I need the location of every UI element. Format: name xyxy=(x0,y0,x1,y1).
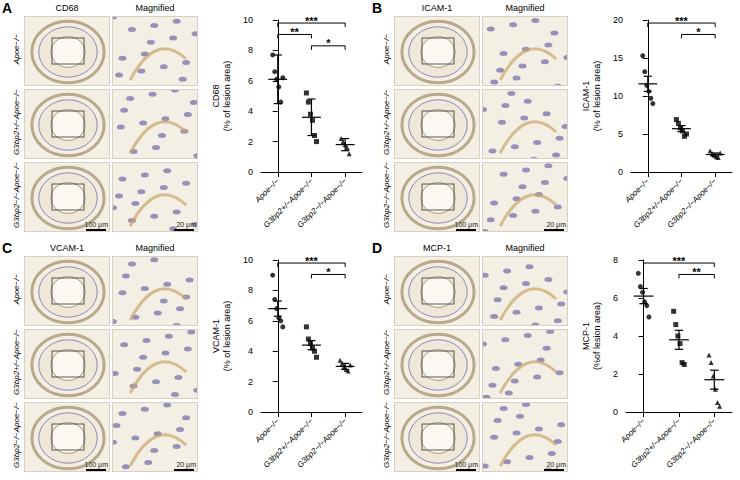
html-text:G3bp2−/−Apoe−/−: G3bp2−/−Apoe−/− xyxy=(382,162,391,228)
svg-text:G3bp2+/−Apoe−/−: G3bp2+/−Apoe−/− xyxy=(631,176,685,230)
svg-text:G3bp2+/−Apoe−/−: G3bp2+/−Apoe−/− xyxy=(261,176,315,230)
svg-text:8: 8 xyxy=(248,285,253,295)
html-text:G3bp2+/−Apoe−/−: G3bp2+/−Apoe−/− xyxy=(12,329,21,395)
svg-text:G3bp2−/−Apoe−/−: G3bp2−/−Apoe−/− xyxy=(295,417,348,470)
svg-text:***: *** xyxy=(675,15,689,27)
svg-text:8: 8 xyxy=(613,255,618,265)
svg-text:G3bp2−/−Apoe−/−: G3bp2−/−Apoe−/− xyxy=(665,177,718,230)
html-text:20 μm: 20 μm xyxy=(176,461,196,468)
svg-text:G3bp2+/−Apoe−/−: G3bp2+/−Apoe−/− xyxy=(261,416,315,470)
html-text:20 μm: 20 μm xyxy=(546,221,566,228)
svg-text:MCP-1: MCP-1 xyxy=(581,322,591,350)
html-text:G3bp2−/−Apoe−/−: G3bp2−/−Apoe−/− xyxy=(12,402,21,468)
svg-text:4: 4 xyxy=(248,346,253,356)
html-text:D: D xyxy=(372,240,383,256)
svg-text:4: 4 xyxy=(248,106,253,116)
svg-text:G3bp2+/−Apoe−/−: G3bp2+/−Apoe−/− xyxy=(629,416,683,470)
svg-text:0: 0 xyxy=(248,407,253,417)
html-text:VCAM-1: VCAM-1 xyxy=(50,243,84,253)
svg-text:6: 6 xyxy=(248,316,253,326)
html-text:100 μm: 100 μm xyxy=(454,221,478,228)
html-text:G3bp2−/−Apoe−/−: G3bp2−/−Apoe−/− xyxy=(12,162,21,228)
svg-text:6: 6 xyxy=(613,293,618,303)
svg-text:VCAM-1: VCAM-1 xyxy=(211,319,221,353)
svg-text:**: ** xyxy=(290,26,299,38)
svg-text:10: 10 xyxy=(613,91,623,101)
html-text:100 μm: 100 μm xyxy=(84,461,108,468)
html-text:Magnified: Magnified xyxy=(135,243,175,253)
html-text:G3bp2+/−Apoe−/−: G3bp2+/−Apoe−/− xyxy=(382,89,391,155)
svg-text:ICAM-1: ICAM-1 xyxy=(581,81,591,112)
svg-text:Apoe−/−: Apoe−/− xyxy=(623,177,652,206)
svg-text:(% of lesion area): (% of lesion area) xyxy=(592,61,602,132)
html-text:Apoe−/−: Apoe−/− xyxy=(12,273,21,305)
html-text:CD68: CD68 xyxy=(55,3,79,13)
svg-text:Apoe−/−: Apoe−/− xyxy=(253,177,282,206)
svg-text:10: 10 xyxy=(243,255,253,265)
html-text:C: C xyxy=(2,240,13,256)
svg-text:Apoe−/−: Apoe−/− xyxy=(253,417,282,446)
svg-text:CD68: CD68 xyxy=(211,84,221,107)
svg-text:8: 8 xyxy=(248,45,253,55)
svg-text:5: 5 xyxy=(618,129,623,139)
svg-text:(% of lesion area): (% of lesion area) xyxy=(222,301,232,372)
html-text:Apoe−/−: Apoe−/− xyxy=(382,273,391,305)
html-text:100 μm: 100 μm xyxy=(84,221,108,228)
svg-text:(% of lesion area): (% of lesion area) xyxy=(222,61,232,132)
svg-text:***: *** xyxy=(305,15,319,27)
html-text:MCP-1: MCP-1 xyxy=(423,243,451,253)
svg-text:20: 20 xyxy=(613,15,623,25)
svg-text:4: 4 xyxy=(613,331,618,341)
svg-text:*: * xyxy=(326,37,331,49)
svg-text:2: 2 xyxy=(248,137,253,147)
svg-text:0: 0 xyxy=(248,167,253,177)
html-text:Magnified: Magnified xyxy=(505,3,545,13)
svg-text:***: *** xyxy=(673,255,687,267)
html-text:Apoe−/−: Apoe−/− xyxy=(12,33,21,65)
svg-text:***: *** xyxy=(305,255,319,267)
svg-text:2: 2 xyxy=(248,377,253,387)
svg-text:0: 0 xyxy=(618,167,623,177)
svg-text:0: 0 xyxy=(613,407,618,417)
html-text:100 μm: 100 μm xyxy=(454,461,478,468)
html-text:Magnified: Magnified xyxy=(505,243,545,253)
html-text:A: A xyxy=(2,0,13,16)
html-text:G3bp2+/−Apoe−/−: G3bp2+/−Apoe−/− xyxy=(382,329,391,395)
html-text:ICAM-1: ICAM-1 xyxy=(421,3,453,13)
svg-text:15: 15 xyxy=(613,53,623,63)
html-text:B: B xyxy=(372,0,383,16)
html-text:G3bp2+/−Apoe−/−: G3bp2+/−Apoe−/− xyxy=(12,89,21,155)
svg-text:10: 10 xyxy=(243,15,253,25)
html-text:20 μm: 20 μm xyxy=(176,221,196,228)
html-text:G3bp2−/−Apoe−/−: G3bp2−/−Apoe−/− xyxy=(382,402,391,468)
html-text:20 μm: 20 μm xyxy=(546,461,566,468)
svg-text:*: * xyxy=(326,266,331,278)
svg-text:(%of lesion area): (%of lesion area) xyxy=(592,302,602,370)
html-text:Apoe−/−: Apoe−/− xyxy=(382,33,391,65)
svg-text:G3bp2−/−Apoe−/−: G3bp2−/−Apoe−/− xyxy=(665,417,718,470)
svg-text:*: * xyxy=(696,26,701,38)
svg-text:G3bp2−/−Apoe−/−: G3bp2−/−Apoe−/− xyxy=(295,177,348,230)
html-text:Magnified: Magnified xyxy=(135,3,175,13)
svg-text:**: ** xyxy=(692,266,701,278)
svg-text:2: 2 xyxy=(613,369,618,379)
svg-text:Apoe−/−: Apoe−/− xyxy=(618,417,647,446)
svg-text:6: 6 xyxy=(248,76,253,86)
